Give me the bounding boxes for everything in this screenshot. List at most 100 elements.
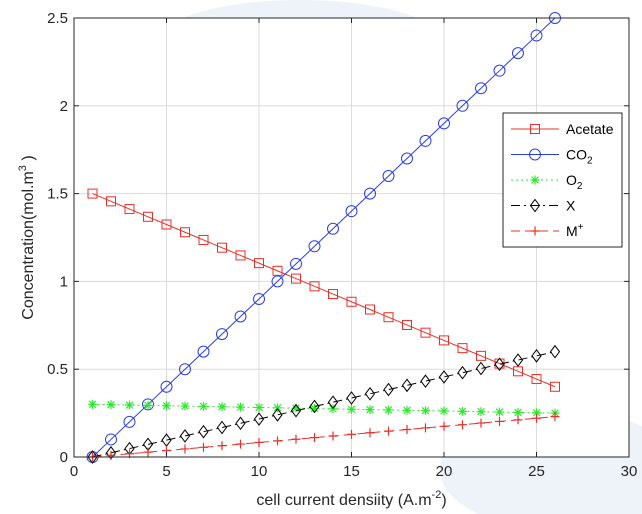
data-point [401,378,413,393]
data-point [273,436,282,446]
data-point [87,450,98,464]
data-point [513,415,523,425]
series-line [92,351,556,458]
data-point [364,187,376,200]
data-point [234,310,247,323]
x-tick-label: 20 [436,463,453,480]
data-point [254,258,264,269]
data-point [457,365,468,380]
data-point [198,234,209,245]
data-point [271,275,284,288]
data-point [421,423,430,433]
data-point [383,382,394,397]
data-point [384,405,393,415]
data-point [494,357,505,372]
data-point [420,374,431,388]
data-point [493,64,506,77]
data-point [402,319,412,330]
data-point [235,250,246,261]
data-point [550,412,560,422]
data-point [475,82,487,95]
data-point [216,328,228,341]
data-point [160,380,173,393]
legend-item: Acetate [511,121,614,137]
data-point [365,428,375,438]
y-tick-label: 0.5 [47,361,68,378]
data-point [310,404,319,414]
data-point [402,425,412,435]
ticks: 0 5 10 15 20 25 30 0 0.5 1 1.5 2 2.5 [47,10,637,480]
legend-marker [530,124,540,134]
data-point [419,134,432,147]
data-point [106,450,116,460]
x-tick-label: 30 [621,463,638,480]
data-point [328,431,338,441]
legend-label: CO2 [566,147,593,167]
data-point [530,29,543,42]
data-point [347,429,356,439]
data-point [179,429,191,443]
data-point [512,353,524,367]
legend-item: CO2 [511,147,593,167]
data-point [458,406,467,416]
data-point [272,408,283,422]
data-point [420,327,431,338]
x-tick-label: 5 [162,463,170,480]
data-point [532,413,541,423]
data-point [106,196,116,207]
data-point [439,421,449,431]
data-point [236,402,245,412]
x-tick-label: 10 [251,463,268,480]
legend-label: M+ [566,222,584,239]
data-point [217,242,227,253]
series-line [92,17,556,458]
data-point [199,442,208,452]
data-point [345,205,358,218]
series-x [87,344,561,464]
data-point [143,211,153,222]
data-point [123,415,136,428]
legend-marker [530,175,540,185]
data-point [550,381,560,392]
data-point [253,412,265,426]
data-point [143,447,153,457]
data-point [383,312,394,323]
data-point [456,99,469,112]
legend: Acetate CO2 O2 X M+ [502,112,623,248]
data-point [531,349,542,363]
data-point [347,404,356,414]
data-point [327,222,339,235]
y-tick-label: 1 [60,273,68,290]
data-point [254,402,264,412]
data-point [495,407,504,417]
legend-marker [529,198,541,213]
data-point [364,386,376,401]
data-point [495,416,504,426]
data-point [143,400,153,410]
legend-marker [530,226,540,236]
data-point [273,403,282,413]
data-point [180,401,190,411]
data-point [291,403,301,413]
data-point [421,406,430,416]
data-point [253,292,265,305]
data-point [291,434,301,444]
data-point [106,400,116,410]
data-point [198,424,209,439]
x-tick-label: 25 [528,463,545,480]
data-point [402,405,412,415]
data-point [290,403,302,418]
data-point [180,444,190,454]
y-tick-label: 2 [60,98,68,115]
data-point [125,400,134,410]
data-point [512,47,524,60]
data-point [161,219,172,230]
legend-label: X [566,198,576,214]
data-point [87,188,98,199]
data-point [531,374,542,385]
data-point [457,343,468,354]
legend-item: O2 [511,172,583,192]
data-point [88,399,97,409]
data-point [235,416,246,431]
x-tick-label: 15 [343,463,360,480]
